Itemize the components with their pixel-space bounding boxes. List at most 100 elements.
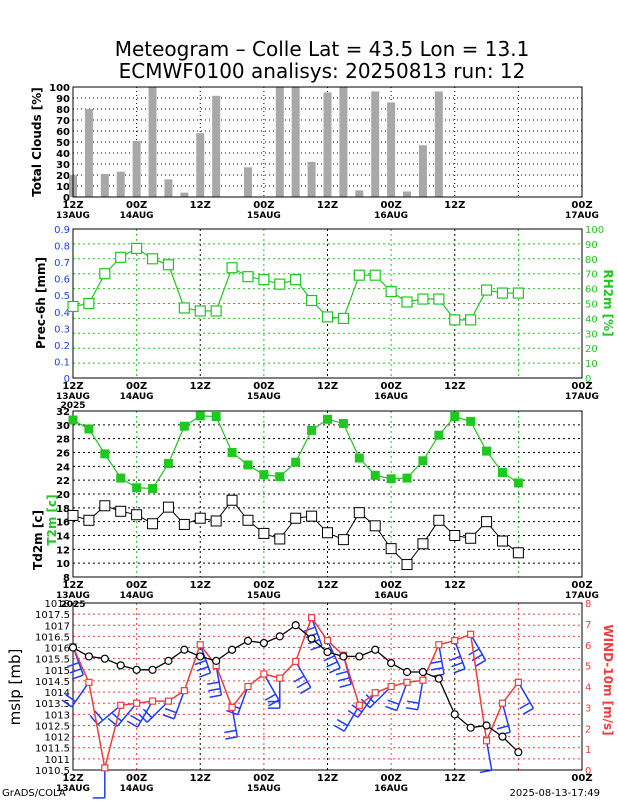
wind-barb-staff (231, 707, 239, 738)
y-tick-label-left: 0.8 (54, 242, 70, 253)
y-tick-label-left: 1017 (45, 621, 70, 632)
rh-marker (401, 296, 413, 308)
cloud-bar (403, 191, 412, 197)
wind-barb-staff (416, 680, 424, 710)
mslp-marker (355, 652, 364, 661)
mslp-marker (323, 647, 332, 657)
wind-barb-flag (67, 661, 80, 668)
wind-barb-staff (173, 690, 186, 720)
cloud-bar (100, 173, 109, 197)
wind-barb-flag (94, 710, 104, 721)
x-tick-label: 12Z (444, 200, 465, 211)
wind-marker (244, 682, 252, 691)
rh-marker (146, 253, 159, 265)
wind-barb-staff (310, 617, 323, 647)
y-axis-label-right: RH2m [%] (601, 269, 615, 336)
td2m-marker (290, 512, 302, 524)
t2m-marker (84, 424, 94, 434)
x-tick-label: 12Z (317, 381, 338, 392)
rh-marker (83, 297, 95, 310)
td2m-marker (162, 501, 174, 513)
mslp-marker (132, 665, 141, 674)
t2m-marker (291, 457, 301, 467)
wind-barb-flag (405, 706, 418, 711)
rh-marker (258, 274, 270, 286)
y-tick-label: 20 (56, 171, 70, 182)
rh-marker (242, 271, 254, 283)
wind-marker (467, 630, 475, 638)
wind-barb-flag (194, 659, 207, 666)
wind-marker (482, 737, 491, 745)
y-tick-label-right: 60 (585, 285, 598, 296)
cloud-bar (148, 87, 157, 197)
y-tick-label-right: 8 (585, 599, 591, 610)
t2m-marker (100, 449, 110, 459)
mslp-marker (196, 652, 205, 661)
mslp-marker (482, 721, 491, 730)
x-tick-label: 12Z (190, 200, 211, 211)
x-tick-label: 12Z (317, 773, 338, 784)
rh-marker (417, 293, 429, 305)
y-tick-label-left: 1016 (45, 644, 70, 655)
y-tick-label: 12 (56, 545, 70, 556)
mslp-marker (307, 634, 316, 643)
td2m-marker (242, 514, 254, 526)
x-tick-label: 00Z (381, 773, 402, 784)
y-tick-label-right: 20 (585, 344, 598, 355)
wind-barb-flag (336, 718, 348, 727)
wind-barb-flag (448, 655, 461, 662)
x-tick-label: 00Z (571, 580, 592, 591)
cloud-bar (387, 102, 396, 197)
footer-left: GrADS/COLA (2, 788, 66, 799)
y-tick-label: 90 (56, 94, 70, 105)
wind-barb-flag (326, 661, 338, 668)
x-date-label: 16AUG (374, 392, 408, 402)
y-tick-label-left: 1016.5 (35, 632, 70, 643)
t2m-marker (450, 412, 460, 422)
x-date-label: 17AUG (565, 591, 599, 601)
wind-barb-flag (71, 674, 84, 680)
t2m-marker (275, 472, 285, 482)
wind-marker (196, 641, 204, 649)
x-tick-label: 00Z (253, 773, 274, 784)
rh-marker (337, 312, 350, 324)
x-tick-label: 00Z (126, 200, 147, 211)
rh-marker (465, 314, 477, 326)
x-date-label: 14AUG (120, 211, 154, 221)
rh-marker (353, 269, 365, 281)
t2m-marker (68, 415, 78, 425)
wind-barb-flag (406, 700, 420, 705)
wind-barb-flag (69, 668, 82, 674)
y-tick-label: 16 (56, 518, 70, 529)
y-tick-label-right: 70 (585, 270, 598, 281)
y-tick-label: 24 (56, 462, 70, 473)
y-axis-label: Td2m [c] (31, 510, 45, 570)
td2m-marker (274, 533, 286, 545)
wind-barb-staff (71, 681, 90, 708)
x-tick-label: 12Z (444, 773, 465, 784)
mslp-marker (418, 667, 428, 677)
wind-barb-flag (430, 667, 444, 671)
y-tick-label-left: 0.1 (54, 357, 70, 368)
td2m-marker (131, 509, 143, 521)
y-tick-label: 28 (56, 435, 70, 446)
y-tick-label-right: 50 (585, 300, 598, 311)
y-tick-label-left: 1012.5 (35, 721, 70, 732)
wind-barb-staff (199, 644, 212, 674)
wind-barb-staff (485, 740, 493, 771)
td2m-marker (194, 512, 206, 524)
mslp-marker (498, 732, 507, 741)
mslp-marker (450, 710, 459, 719)
wind-barb-flag (339, 683, 352, 688)
y-tick-label: 26 (56, 449, 70, 460)
x-tick-label: 12Z (190, 381, 211, 392)
wind-barb-flag (479, 769, 492, 774)
y-tick-label-left: 0.5 (54, 291, 70, 302)
wind-barb-staff (295, 661, 312, 688)
mslp-marker (164, 656, 173, 665)
x-date-label: 14AUG (120, 392, 154, 402)
x-date-label: 13AUG (56, 392, 90, 402)
wind-barb-flag (360, 698, 371, 709)
rh-marker (369, 269, 381, 281)
